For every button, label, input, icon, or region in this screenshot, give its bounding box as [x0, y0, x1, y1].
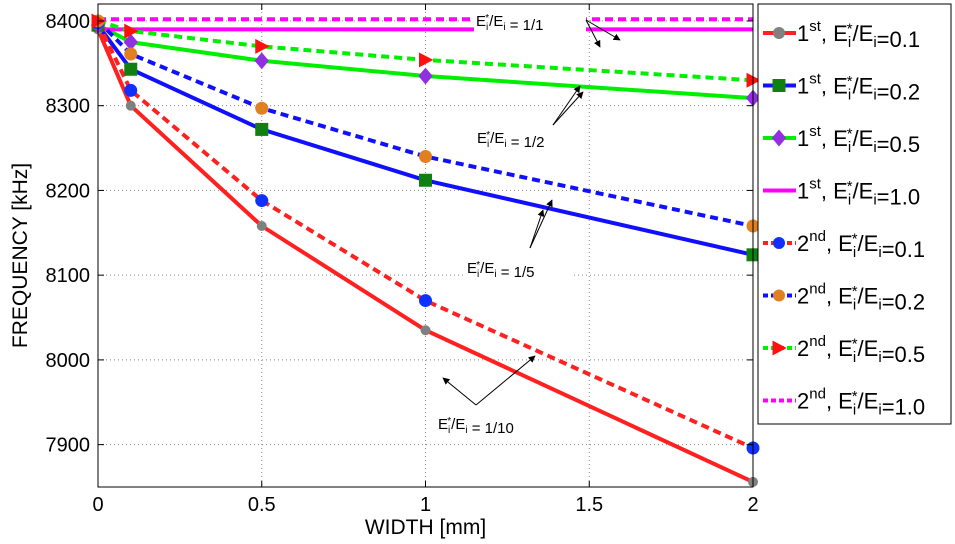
data-point-s1-2: [256, 221, 267, 232]
data-point-s6-1: [124, 47, 138, 61]
legend-label-6: 2nd, Ei*/Ei=0.2: [797, 281, 925, 315]
annotation-arrow-1-2: [585, 19, 601, 48]
annotation-arrow-1-1: [585, 19, 621, 41]
legend-label-5: 2nd, Ei*/Ei=0.1: [797, 228, 925, 262]
data-point-s3-1: [123, 33, 138, 51]
annotation-arrow-2-1: [552, 91, 584, 126]
x-tick-label: 0: [92, 494, 103, 516]
annotation-arrow-4-1: [442, 377, 477, 406]
annotations: Ei*/Ei = 1/1 Ei*/Ei = 1/2 Ei*/Ei = 1/5 Ei*/…: [436, 5, 621, 438]
legend-marker-5: [773, 237, 785, 249]
legend-label-8: 2nd, Ei*/Ei=1.0: [797, 386, 925, 420]
grid: [98, 4, 753, 487]
legend-box: [757, 3, 952, 425]
annotation-arrow-3-1: [529, 199, 553, 249]
axes: 0 0.5 1 1.5 2 7900 8000 8100 8200 8300 8400 WIDTH […: [9, 3, 759, 539]
data-point-s7-1: [124, 23, 139, 39]
annotation-box-2: [475, 122, 583, 152]
y-tick-label: 8200: [46, 180, 91, 202]
annotation-arrow-2-2: [552, 85, 581, 126]
legend-label-4: 1st, Ei*/Ei=1.0: [797, 176, 920, 210]
legend-label-7: 2nd, Ei*/Ei=0.5: [797, 333, 925, 367]
legend-marker-1: [773, 27, 785, 39]
annotation-arrow-4-2: [475, 355, 536, 406]
annotation-arrow-3-2: [529, 209, 545, 249]
y-tick-label: 8000: [46, 350, 91, 372]
annotation-box-3: [465, 252, 573, 282]
data-point-s3-3: [418, 67, 433, 85]
data-point-s5-1: [124, 83, 138, 97]
y-tick-label: 8400: [46, 11, 91, 33]
x-tick-label: 0.5: [248, 494, 276, 516]
annotation-box-4: [436, 408, 556, 438]
legend: 1st, Ei*/Ei=0.1 1st, Ei*/Ei=0.2 1st, Ei*/E…: [757, 3, 952, 425]
y-axis-title: FREQUENCY [kHz]: [9, 163, 32, 348]
data-point-s7-3: [419, 52, 434, 68]
legend-label-2: 1st, Ei*/Ei=0.2: [797, 71, 920, 105]
y-tick-label: 8300: [46, 96, 91, 118]
x-tick-label: 1: [420, 494, 431, 516]
data-point-s7-4: [746, 72, 761, 88]
x-tick-label: 1.5: [575, 494, 603, 516]
annotation-label-4: Ei*/Ei = 1/10: [438, 416, 514, 437]
data-point-s6-2: [255, 101, 269, 115]
data-point-s6-3: [419, 150, 432, 164]
data-point-s5-3: [419, 294, 432, 308]
data-point-s3-2: [254, 52, 269, 70]
annotation-box-1: [474, 5, 586, 35]
annotation-label-1: Ei*/Ei = 1/1: [476, 13, 544, 34]
data-point-s2-2: [255, 122, 269, 136]
legend-marker-6: [773, 289, 785, 302]
annotation-label-2: Ei*/Ei = 1/2: [477, 130, 545, 151]
x-axis-title: WIDTH [mm]: [365, 516, 486, 539]
y-tick-label: 8100: [46, 265, 91, 287]
data-point-s5-2: [255, 194, 269, 208]
legend-marker-2: [772, 79, 786, 92]
data-point-s2-3: [419, 173, 432, 187]
legend-label-3: 1st, Ei*/Ei=0.5: [797, 123, 920, 157]
data-point-s2-1: [124, 62, 138, 76]
data-point-s1-1: [125, 100, 136, 111]
data-point-s7-2: [255, 38, 270, 54]
legend-marker-3: [771, 129, 787, 147]
y-tick-label: 7900: [46, 435, 91, 457]
legend-label-1: 1st, Ei*/Ei=0.1: [797, 18, 920, 52]
x-tick-label: 2: [747, 494, 758, 516]
legend-marker-7: [772, 340, 787, 356]
data-point-s1-3: [420, 325, 431, 336]
annotation-label-3: Ei*/Ei = 1/5: [467, 260, 535, 281]
